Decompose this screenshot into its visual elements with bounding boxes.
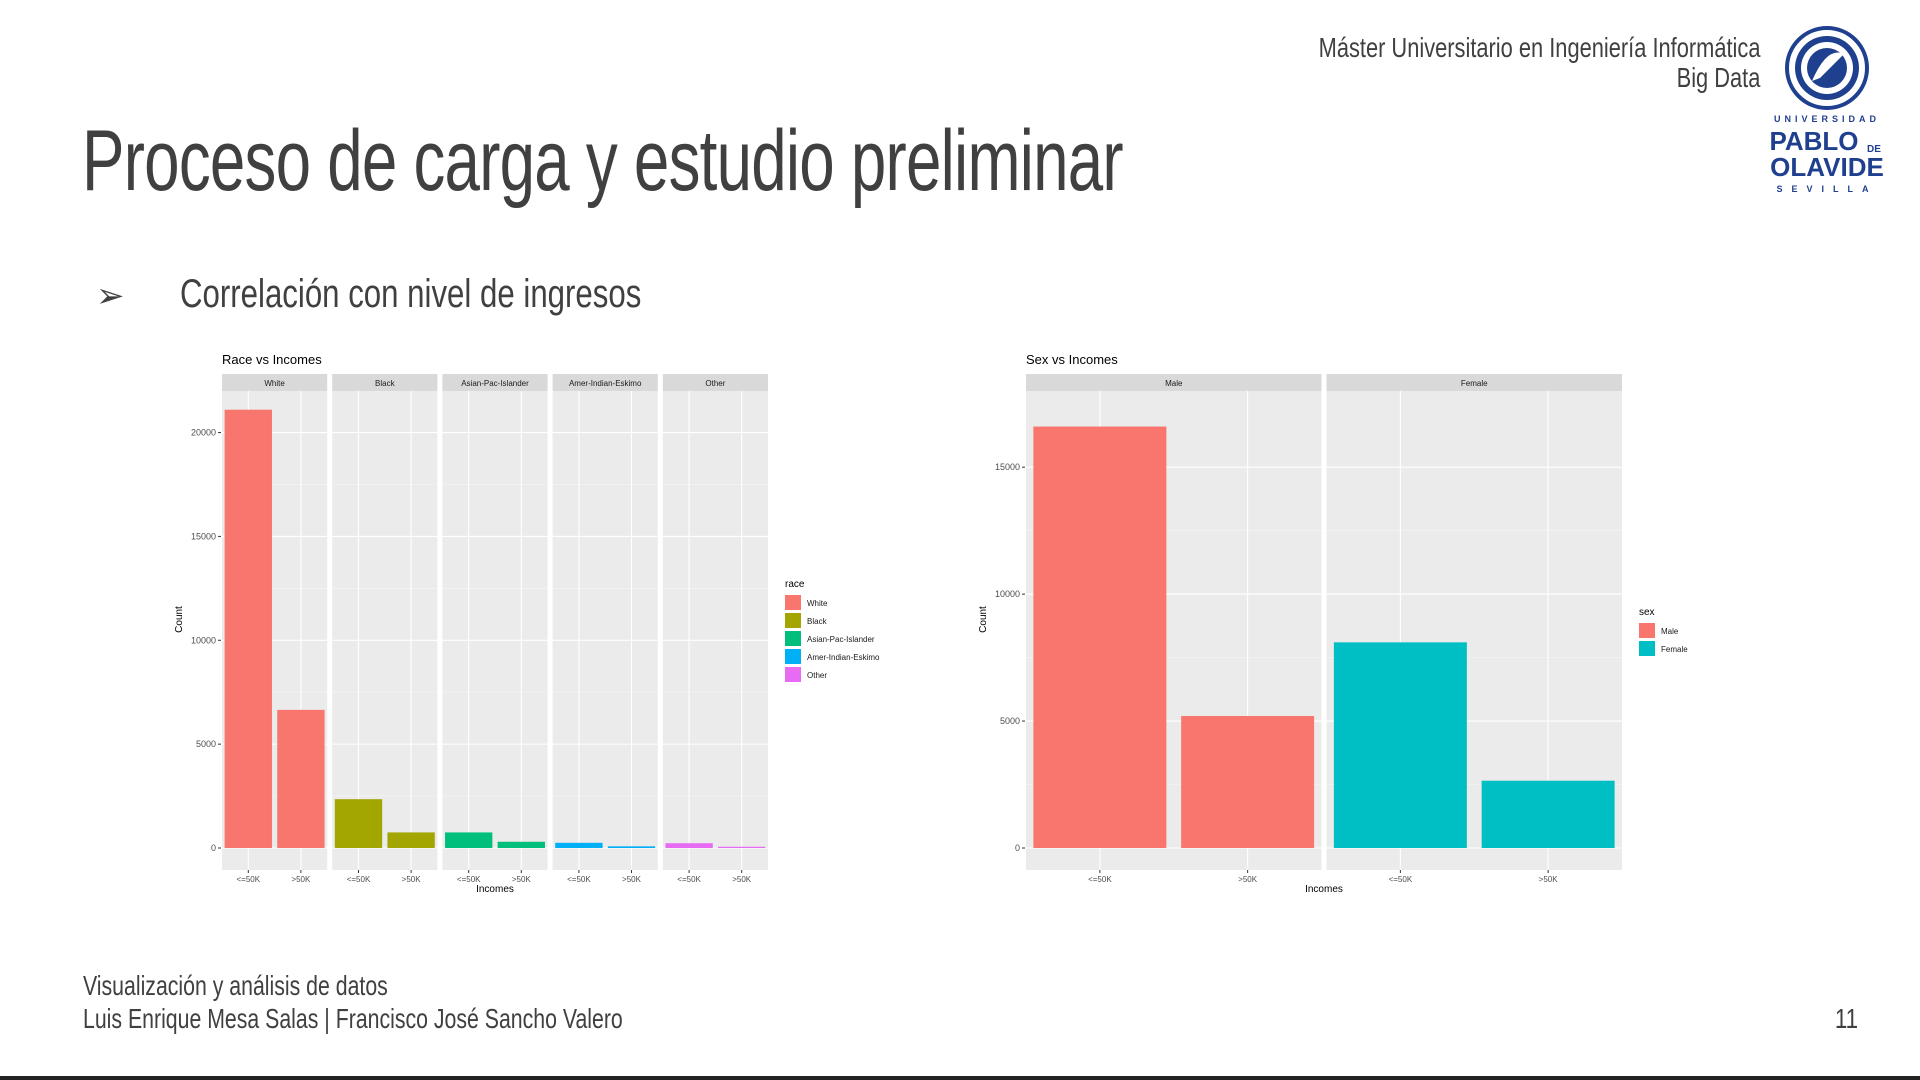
x-axis-label: Incomes (476, 884, 514, 895)
bar-female-0 (1333, 642, 1467, 848)
bar-other-1 (718, 846, 766, 848)
facet-label: Black (375, 379, 396, 388)
y-axis-label: Count (978, 606, 989, 633)
facet-strip (222, 374, 328, 391)
x-tick-label: <=50K (567, 875, 591, 884)
bar-asian-pac-islander-0 (445, 832, 493, 848)
legend-label: Asian-Pac-Islander (807, 635, 875, 644)
university-logo: UNIVERSIDAD PABLO DE OLAVIDE SEVILLA (1769, 26, 1884, 194)
legend-label: Other (807, 671, 827, 680)
bar-male-1 (1181, 715, 1315, 848)
facet-strip (1326, 374, 1622, 391)
chart-title: Sex vs Incomes (1026, 352, 1118, 367)
y-axis-label: Count (174, 606, 185, 633)
bar-black-0 (334, 799, 383, 848)
x-tick-label: >50K (402, 875, 422, 884)
svg-text:SEVILLA: SEVILLA (1776, 184, 1877, 194)
bar-black-1 (387, 832, 435, 848)
panel-background (332, 391, 438, 870)
x-tick-label: <=50K (1389, 875, 1413, 884)
facet-strip (552, 374, 658, 391)
x-tick-label: <=50K (457, 875, 481, 884)
y-tick-label: 5000 (196, 739, 216, 749)
facet-label: Male (1165, 379, 1183, 388)
chart-title: Race vs Incomes (222, 352, 322, 367)
legend-label: Male (1661, 627, 1679, 636)
y-tick-label: 0 (211, 843, 216, 853)
facet-strip (1026, 374, 1322, 391)
facet-label: Amer-Indian-Eskimo (569, 379, 642, 388)
legend-swatch-female (1639, 641, 1655, 656)
legend-title: race (785, 579, 805, 590)
x-tick-label: >50K (622, 875, 642, 884)
bottom-divider (0, 1076, 1920, 1080)
legend-swatch-white (785, 595, 801, 610)
bar-amer-indian-eskimo-1 (607, 846, 656, 848)
svg-text:OLAVIDE: OLAVIDE (1770, 152, 1884, 182)
panel-background (662, 391, 768, 870)
legend-title: sex (1639, 607, 1655, 618)
bar-other-0 (665, 843, 713, 848)
race-vs-incomes-chart: Race vs Incomes 0 5000 10000 15000 20000 Count… (174, 352, 880, 895)
svg-text:UNIVERSIDAD: UNIVERSIDAD (1774, 114, 1880, 124)
y-tick-label: 15000 (191, 531, 216, 541)
course-name: Visualización y análisis de datos (83, 970, 388, 1001)
x-tick-label: >50K (732, 875, 752, 884)
y-tick-label: 10000 (191, 635, 216, 645)
bar-female-1 (1481, 780, 1615, 848)
program-name: Máster Universitario en Ingeniería Infor… (1318, 32, 1760, 63)
bar-asian-pac-islander-1 (497, 841, 545, 848)
x-tick-label: <=50K (347, 875, 371, 884)
svg-text:PABLO: PABLO (1769, 126, 1858, 156)
legend-swatch-black (785, 613, 801, 628)
facet-label: White (264, 379, 285, 388)
x-tick-label: >50K (512, 875, 532, 884)
facet-strip (332, 374, 438, 391)
legend-swatch-male (1639, 623, 1655, 638)
page-number: 11 (1834, 1003, 1858, 1034)
bar-male-0 (1033, 426, 1167, 848)
svg-text:DE: DE (1867, 144, 1881, 155)
authors: Luis Enrique Mesa Salas | Francisco José… (83, 1003, 623, 1034)
facet-strip (442, 374, 548, 391)
legend-label: Amer-Indian-Eskimo (807, 653, 880, 662)
x-tick-label: <=50K (1088, 875, 1112, 884)
facet-label: Other (705, 379, 725, 388)
legend-label: Black (807, 617, 828, 626)
panel-background (552, 391, 658, 870)
slide-title: Proceso de carga y estudio preliminar (82, 113, 1124, 209)
bullet-text: Correlación con nivel de ingresos (180, 272, 642, 316)
legend-swatch-asian-pac-islander (785, 631, 801, 646)
x-tick-label: >50K (1238, 875, 1258, 884)
y-tick-label: 20000 (191, 428, 216, 438)
facet-label: Asian-Pac-Islander (461, 379, 529, 388)
sex-vs-incomes-chart: Sex vs Incomes 0 5000 10000 15000 Count Income… (978, 352, 1688, 895)
facet-strip (662, 374, 768, 391)
y-tick-label: 15000 (995, 462, 1020, 472)
x-tick-label: <=50K (677, 875, 701, 884)
facet-label: Female (1461, 379, 1488, 388)
x-tick-label: >50K (291, 875, 311, 884)
x-tick-label: >50K (1539, 875, 1559, 884)
x-tick-label: <=50K (237, 875, 261, 884)
y-tick-label: 5000 (1000, 716, 1020, 726)
bar-amer-indian-eskimo-0 (555, 842, 603, 848)
bullet-arrow-icon: ➢ (96, 277, 125, 315)
legend-swatch-amer-indian-eskimo (785, 649, 801, 664)
panel-background (442, 391, 548, 870)
legend-label: White (807, 599, 828, 608)
legend-swatch-other (785, 667, 801, 682)
legend-label: Female (1661, 645, 1688, 654)
x-axis-label: Incomes (1305, 884, 1343, 895)
program-subtitle: Big Data (1676, 62, 1760, 93)
y-tick-label: 0 (1015, 843, 1020, 853)
bar-white-0 (224, 409, 272, 848)
bar-white-1 (277, 709, 325, 848)
y-tick-label: 10000 (995, 589, 1020, 599)
logo-seal (1785, 26, 1869, 110)
